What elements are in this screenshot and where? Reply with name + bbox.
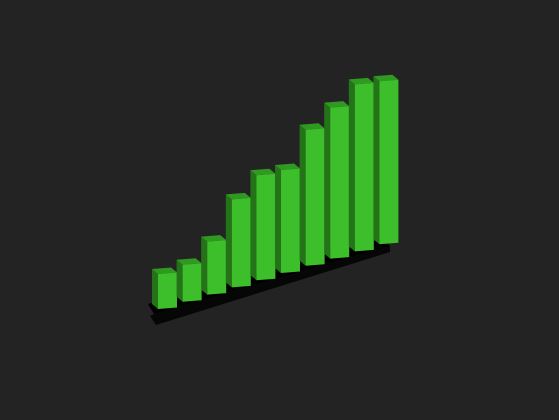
bar-front: [256, 173, 276, 281]
bar-front: [182, 263, 202, 302]
bar-top: [299, 123, 325, 130]
bar: [201, 235, 227, 295]
bar-top: [201, 235, 227, 242]
bar-front: [231, 197, 251, 288]
bar-side: [201, 236, 208, 295]
bar: [225, 192, 251, 288]
bar-side: [225, 194, 232, 288]
bar-top: [373, 74, 399, 82]
bar-top: [275, 163, 300, 170]
base-front: [150, 246, 390, 325]
bar: [250, 168, 276, 281]
bar: [324, 101, 350, 259]
bar-side: [299, 124, 306, 266]
bar: [348, 77, 374, 252]
bar-side: [348, 79, 355, 252]
bar-side: [324, 102, 331, 259]
bar: [275, 163, 300, 273]
bar-top: [348, 77, 374, 85]
bar-top: [152, 267, 177, 274]
bar: [373, 74, 399, 245]
bar-side: [152, 269, 158, 309]
bar-front: [354, 82, 374, 252]
bar-front: [330, 106, 350, 259]
bar-top: [225, 192, 251, 200]
bar-top: [250, 168, 276, 176]
bar-front: [305, 128, 325, 266]
bar-front: [158, 272, 177, 309]
bar-front: [207, 240, 227, 295]
bar-front: [281, 168, 300, 273]
bar-side: [275, 165, 281, 273]
bar-side: [373, 76, 380, 245]
bar-side: [250, 170, 257, 281]
bar-front: [379, 79, 399, 245]
bar: [152, 267, 177, 309]
bar-top: [324, 101, 350, 108]
bar: [176, 258, 202, 302]
bar-side: [176, 259, 183, 302]
bar-top: [176, 258, 202, 265]
bar: [299, 123, 325, 266]
